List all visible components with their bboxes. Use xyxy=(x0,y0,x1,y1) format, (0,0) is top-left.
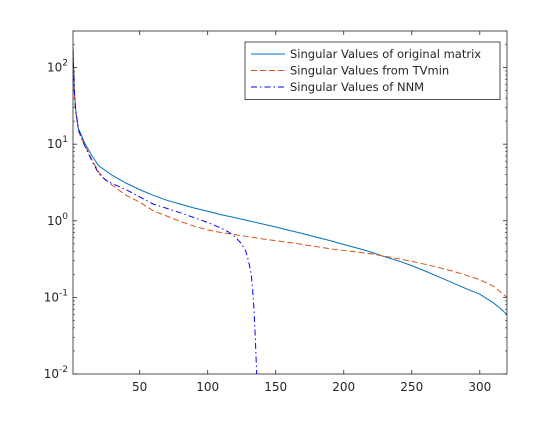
x-tick-label: 150 xyxy=(264,380,287,394)
axis-ticks: 50 100 150 200 250 300 10-2 10-1 100 101 102 xyxy=(44,30,507,394)
y-tick-label: 100 xyxy=(47,212,68,228)
series-line-2 xyxy=(73,49,507,298)
x-tick-label: 100 xyxy=(196,380,219,394)
plot-frame xyxy=(72,30,508,375)
legend-label: Singular Values of NNM xyxy=(290,80,424,94)
legend-label: Singular Values of original matrix xyxy=(290,47,481,61)
y-tick-label: 102 xyxy=(47,59,68,75)
legend-box xyxy=(244,41,501,100)
x-tick-label: 200 xyxy=(332,380,355,394)
y-tick-label: 10-2 xyxy=(44,365,68,381)
series-line-3 xyxy=(73,48,258,374)
series-line-1 xyxy=(73,47,507,315)
x-tick-label: 250 xyxy=(400,380,423,394)
series-layer xyxy=(73,47,507,374)
legend: Singular Values of original matrix Singul… xyxy=(244,41,501,100)
y-tick-label: 10-1 xyxy=(44,288,68,304)
x-tick-label: 300 xyxy=(468,380,491,394)
y-tick-label: 101 xyxy=(47,135,68,151)
x-tick-label: 50 xyxy=(132,380,147,394)
legend-label: Singular Values from TVmin xyxy=(290,64,449,78)
